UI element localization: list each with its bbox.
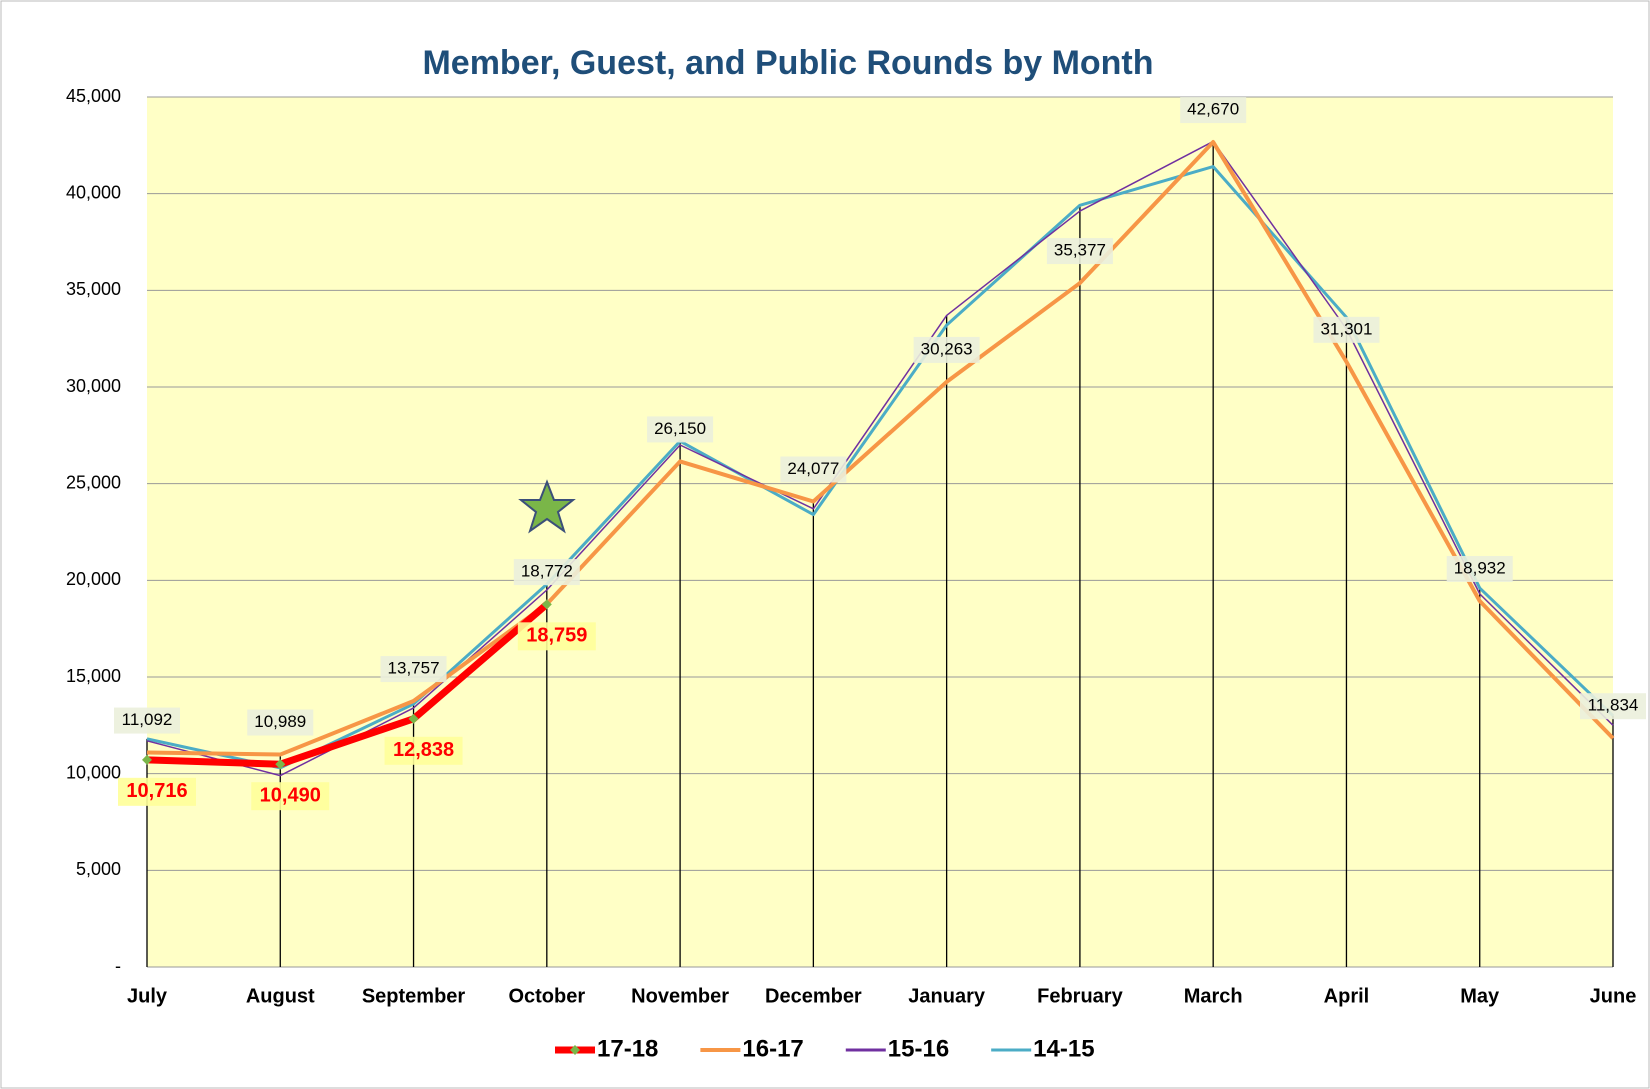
data-label: 12,838 — [393, 739, 454, 761]
y-tick-label: 40,000 — [66, 182, 121, 202]
data-label-box — [118, 777, 196, 806]
y-tick-label: 35,000 — [66, 279, 121, 299]
chart-content: - 5,000 10,000 15,000 20,000 25,000 30,000 35,0… — [66, 86, 1646, 1062]
data-label-box — [380, 656, 447, 683]
x-tick-label: June — [1590, 985, 1637, 1007]
legend-marker — [570, 1045, 580, 1055]
y-tick-label: 25,000 — [66, 472, 121, 492]
data-label: 10,716 — [126, 780, 187, 802]
data-label-box — [1313, 316, 1380, 343]
data-label: 26,150 — [654, 419, 706, 438]
x-tick-label: August — [246, 985, 315, 1007]
legend-label: 14-15 — [1033, 1035, 1094, 1062]
x-tick-label: January — [908, 985, 986, 1007]
x-tick-label: September — [362, 985, 466, 1007]
legend-label: 16-17 — [742, 1035, 803, 1062]
data-label-box — [1446, 555, 1513, 582]
data-label-box — [913, 336, 980, 363]
data-label-box — [513, 559, 580, 586]
point-marker — [408, 713, 419, 724]
data-label: 18,932 — [1454, 558, 1506, 577]
legend-label: 17-18 — [597, 1035, 658, 1062]
data-label-box — [384, 736, 463, 765]
y-tick-label: - — [115, 956, 121, 976]
y-tick-label: 30,000 — [66, 376, 121, 396]
x-tick-label: May — [1460, 985, 1500, 1007]
data-label-box — [780, 456, 847, 483]
data-label-box — [517, 622, 596, 651]
x-tick-label: March — [1184, 985, 1243, 1007]
data-label: 42,670 — [1187, 100, 1239, 119]
x-tick-label: April — [1324, 985, 1370, 1007]
data-label: 30,263 — [921, 339, 973, 358]
data-label: 18,772 — [521, 562, 573, 581]
x-tick-label: November — [631, 985, 729, 1007]
legend-label: 15-16 — [888, 1035, 949, 1062]
data-label: 11,092 — [122, 710, 173, 729]
x-tick-label: July — [127, 985, 168, 1007]
series-line — [146, 165, 1615, 770]
point-marker — [142, 754, 152, 765]
y-tick-label: 45,000 — [66, 86, 121, 106]
series-line — [146, 140, 1614, 777]
x-tick-label: October — [508, 985, 585, 1007]
data-label: 24,077 — [787, 459, 839, 478]
y-tick-label: 15,000 — [66, 666, 121, 686]
data-label-box — [251, 782, 330, 811]
data-label-box — [647, 416, 714, 443]
y-tick-label: 10,000 — [66, 762, 121, 782]
series-line — [146, 601, 550, 768]
chart-title: Member, Guest, and Public Rounds by Mont… — [422, 44, 1153, 82]
data-label-box — [1180, 97, 1247, 124]
y-tick-label: 5,000 — [76, 859, 121, 879]
data-label-box — [1580, 693, 1646, 720]
series-line — [146, 140, 1615, 757]
data-label: 35,377 — [1054, 241, 1106, 260]
data-label-box — [1046, 238, 1113, 265]
point-marker — [275, 759, 286, 770]
data-label: 13,757 — [388, 659, 440, 678]
data-label: 11,834 — [1588, 696, 1639, 715]
data-label-box — [247, 709, 314, 736]
plot-area — [147, 97, 1613, 967]
data-label: 18,759 — [526, 625, 587, 647]
star-icon — [518, 479, 576, 534]
x-tick-label: February — [1037, 985, 1123, 1007]
point-marker — [541, 599, 552, 610]
data-label-box — [114, 707, 180, 734]
data-label: 10,490 — [260, 784, 321, 806]
x-tick-label: December — [765, 985, 862, 1007]
data-label: 31,301 — [1320, 319, 1372, 338]
data-label: 10,989 — [254, 712, 306, 731]
y-tick-label: 20,000 — [66, 569, 121, 589]
